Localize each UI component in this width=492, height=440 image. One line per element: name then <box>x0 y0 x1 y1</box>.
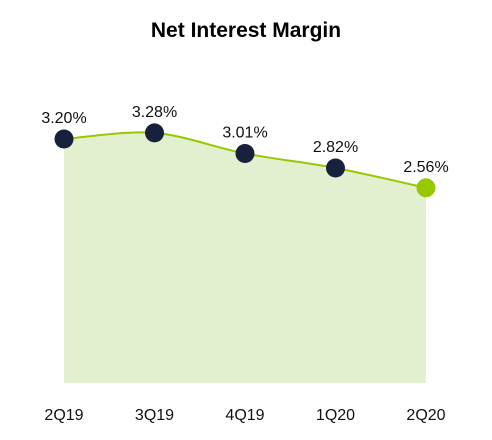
data-point-2q20 <box>416 178 436 198</box>
data-label-3q19: 3.28% <box>132 104 177 121</box>
x-tick-label-1q20: 1Q20 <box>316 407 355 424</box>
data-label-4q19: 3.01% <box>222 124 267 141</box>
data-label-2q19: 3.20% <box>41 110 86 127</box>
x-tick-label-2q20: 2Q20 <box>406 407 445 424</box>
marker-layer <box>54 123 436 198</box>
data-point-4q19 <box>235 143 255 163</box>
nim-area-fill <box>64 132 426 383</box>
data-point-1q20 <box>326 158 345 178</box>
x-tick-label-4q19: 4Q19 <box>225 407 264 424</box>
data-label-1q20: 2.82% <box>313 139 358 156</box>
data-label-layer: 3.20% 3.28% 3.01% 2.82% 2.56% <box>41 104 448 176</box>
area-layer <box>64 132 426 383</box>
x-tick-label-3q19: 3Q19 <box>135 407 174 424</box>
x-axis-tick-layer: 2Q19 3Q19 4Q19 1Q20 2Q20 <box>44 407 445 424</box>
data-label-2q20: 2.56% <box>403 159 448 176</box>
data-point-3q19 <box>145 123 164 143</box>
chart-title: Net Interest Margin <box>151 19 341 42</box>
data-point-2q19 <box>54 129 74 149</box>
x-tick-label-2q19: 2Q19 <box>44 407 83 424</box>
